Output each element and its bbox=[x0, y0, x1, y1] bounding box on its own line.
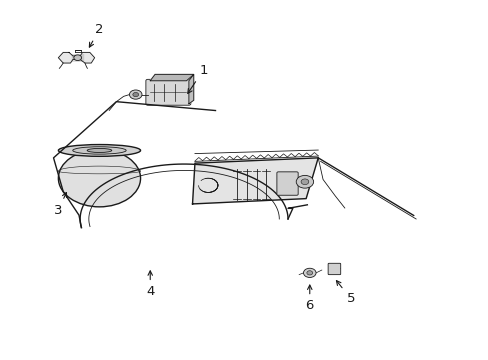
Text: 3: 3 bbox=[54, 193, 66, 217]
Polygon shape bbox=[150, 75, 193, 81]
Text: 4: 4 bbox=[146, 271, 154, 298]
Ellipse shape bbox=[58, 145, 140, 156]
Text: 6: 6 bbox=[305, 285, 313, 312]
Circle shape bbox=[301, 179, 308, 185]
Circle shape bbox=[303, 268, 315, 278]
Ellipse shape bbox=[87, 148, 112, 152]
Text: 5: 5 bbox=[336, 281, 354, 305]
FancyBboxPatch shape bbox=[327, 263, 340, 275]
Ellipse shape bbox=[58, 150, 140, 207]
Ellipse shape bbox=[73, 147, 126, 154]
Circle shape bbox=[306, 271, 312, 275]
FancyBboxPatch shape bbox=[276, 172, 298, 195]
Circle shape bbox=[296, 175, 313, 188]
Circle shape bbox=[133, 93, 138, 97]
FancyBboxPatch shape bbox=[145, 79, 190, 105]
Circle shape bbox=[74, 55, 81, 60]
Polygon shape bbox=[188, 75, 193, 104]
Circle shape bbox=[129, 90, 142, 99]
Polygon shape bbox=[192, 158, 318, 204]
Text: 1: 1 bbox=[187, 64, 207, 93]
Text: 2: 2 bbox=[89, 23, 103, 47]
Polygon shape bbox=[58, 53, 95, 63]
